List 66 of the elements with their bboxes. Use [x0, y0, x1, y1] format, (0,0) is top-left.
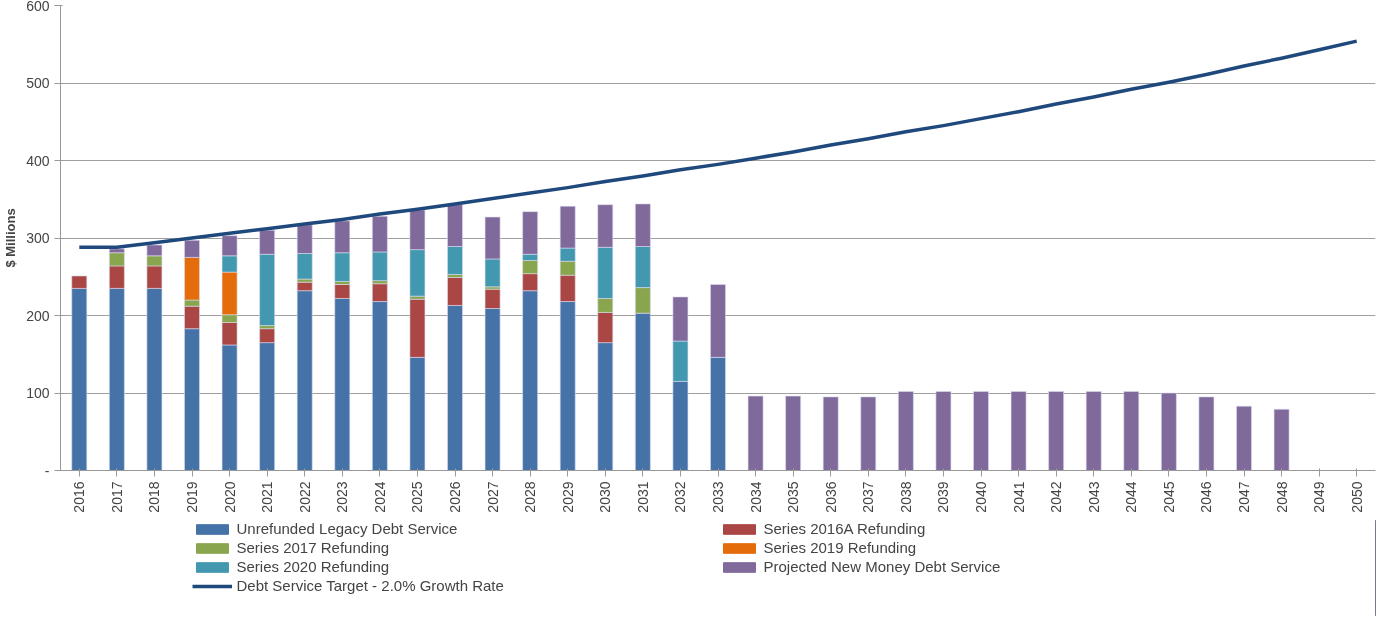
bar [1273, 408, 1290, 471]
bar [822, 396, 839, 471]
legend-label: Series 2020 Refunding [236, 558, 391, 575]
bar [1161, 392, 1177, 471]
x-tick-label: 2048 [1273, 481, 1290, 513]
x-tick-label: 2039 [935, 481, 952, 513]
bar [1198, 396, 1215, 471]
x-tick-label: 2041 [1010, 481, 1027, 513]
x-tick-label: 2037 [860, 481, 877, 513]
legend-label: Series 2017 Refunding [236, 539, 391, 556]
x-tick-label: 2034 [747, 481, 764, 513]
x-tick-label: 2023 [334, 481, 351, 513]
x-tick-label: 2028 [522, 481, 539, 513]
x-tick-label: 2031 [634, 481, 651, 513]
bar [973, 391, 989, 471]
bar [785, 395, 801, 471]
y-tick-label: 300 [26, 230, 50, 246]
x-tick-label: 2046 [1198, 481, 1215, 513]
bar [1048, 391, 1064, 471]
x-tick-label: 2025 [409, 481, 426, 513]
x-tick-label: 2017 [108, 481, 125, 513]
x-tick-label: 2029 [559, 481, 576, 513]
x-tick-label: 2036 [822, 481, 839, 513]
x-tick-label: 2043 [1085, 481, 1102, 513]
bar [1085, 391, 1102, 471]
x-tick-label: 2026 [447, 481, 463, 513]
y-tick-label: 200 [26, 307, 50, 324]
x-tick-label: 2047 [1236, 481, 1252, 513]
bar [1123, 391, 1140, 471]
x-tick-label: 2033 [710, 481, 726, 513]
y-tick-label: 400 [26, 152, 50, 169]
x-tick-label: 2038 [897, 481, 914, 513]
x-tick-label: 2021 [259, 481, 276, 513]
x-tick-label: 2027 [484, 481, 501, 513]
y-tick-label: 600 [26, 0, 50, 14]
x-tick-label: 2030 [597, 481, 614, 513]
y-tick-label: - [44, 462, 50, 479]
bar [860, 396, 877, 471]
bar [935, 391, 952, 471]
legend-label: Debt Service Target - 2.0% Growth Rate [236, 577, 505, 594]
x-tick-label: 2044 [1123, 481, 1140, 513]
y-tick-label: 500 [26, 75, 50, 91]
x-tick-label: 2040 [973, 481, 989, 513]
x-tick-label: 2045 [1160, 481, 1177, 513]
x-tick-label: 2042 [1048, 481, 1065, 513]
bar [898, 391, 914, 471]
bar [1010, 391, 1027, 471]
x-tick-label: 2018 [146, 481, 163, 513]
bar [747, 395, 764, 471]
line-series [77, 39, 1359, 250]
bar [1236, 405, 1252, 471]
x-tick-label: 2035 [785, 481, 802, 513]
y-axis-title: $ Millions [3, 208, 19, 268]
x-tick-label: 2049 [1311, 481, 1328, 513]
x-tick-label: 2024 [371, 481, 388, 513]
y-tick-label: 100 [26, 385, 50, 401]
x-tick-label: 2032 [672, 481, 689, 513]
x-tick-label: 2019 [184, 481, 200, 513]
x-tick-label: 2050 [1348, 481, 1365, 513]
x-tick-label: 2020 [221, 481, 238, 513]
legend-label: Series 2016A Refunding [763, 520, 927, 537]
legend-label: Projected New Money Debt Service [763, 558, 1002, 575]
legend-label: Unrefunded Legacy Debt Service [236, 520, 459, 537]
x-tick-label: 2022 [296, 481, 313, 513]
x-tick-label: 2016 [71, 481, 88, 513]
legend-label: Series 2019 Refunding [763, 539, 918, 556]
